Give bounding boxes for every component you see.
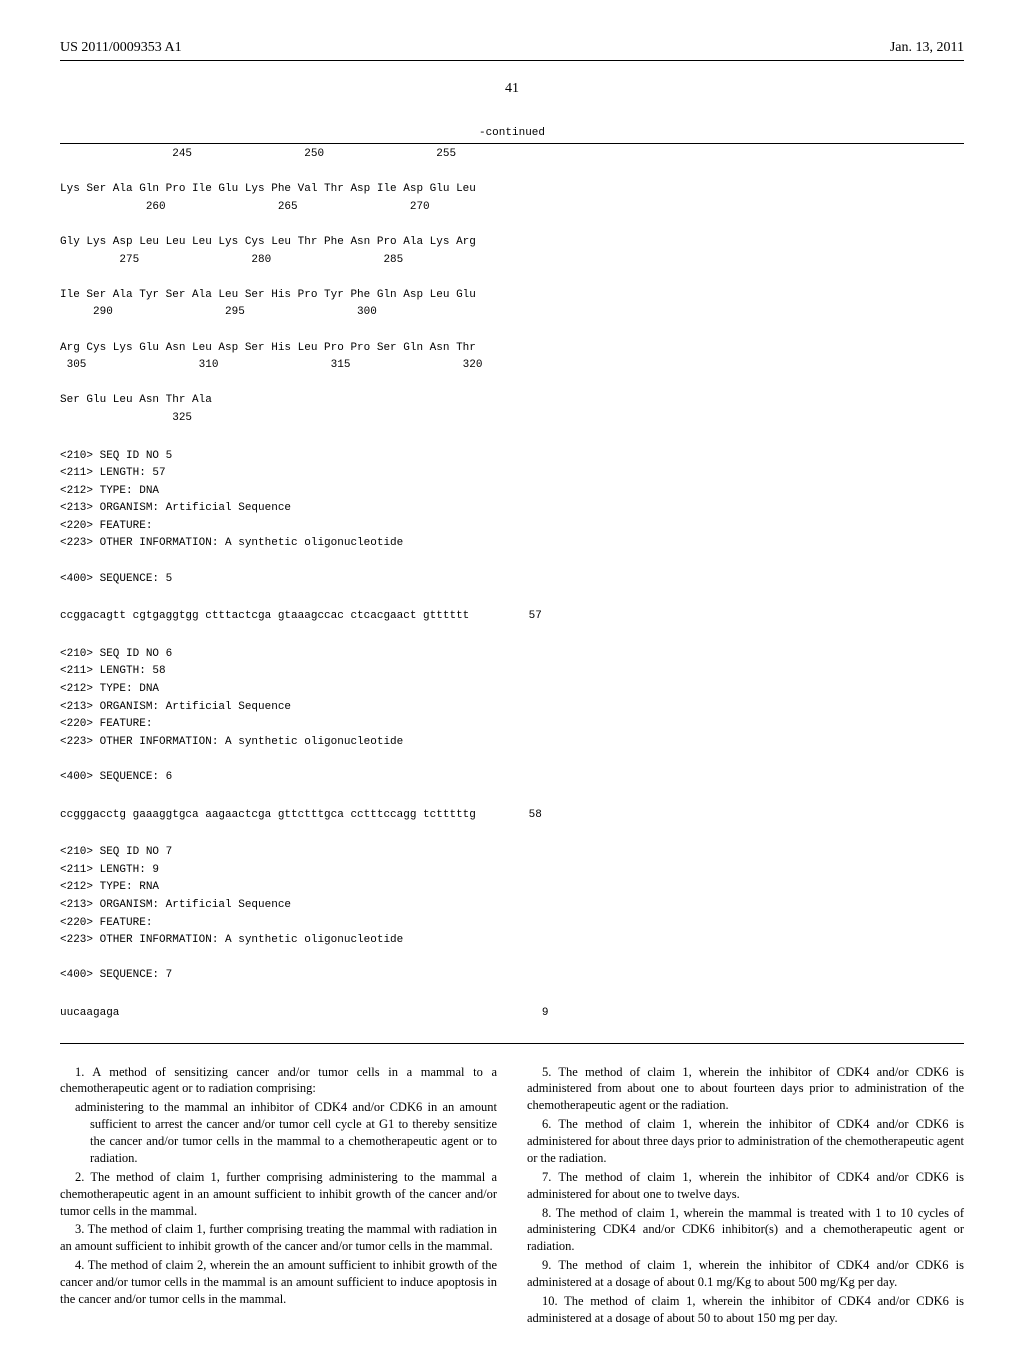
seq-id-6-data: ccgggacctg gaaaggtgca aagaactcga gttcttt…	[60, 807, 964, 825]
publication-number: US 2011/0009353 A1	[60, 40, 182, 56]
sequence-continuation: 245 250 255 Lys Ser Ala Gln Pro Ile Glu …	[60, 146, 964, 428]
seq-id-5-meta: <210> SEQ ID NO 5 <211> LENGTH: 57 <212>…	[60, 448, 964, 589]
publication-date: Jan. 13, 2011	[890, 40, 964, 56]
claim-10: 10. The method of claim 1, wherein the i…	[527, 1293, 964, 1327]
page-header: US 2011/0009353 A1 Jan. 13, 2011	[60, 40, 964, 56]
seq-top-rule	[60, 143, 964, 144]
seq-id-5-data: ccggacagtt cgtgaggtgg ctttactcga gtaaagc…	[60, 608, 964, 626]
seq-id-6-meta: <210> SEQ ID NO 6 <211> LENGTH: 58 <212>…	[60, 646, 964, 787]
seq-id-7-data: uucaagaga 9	[60, 1005, 964, 1023]
claim-1-intro: 1. A method of sensitizing cancer and/or…	[60, 1064, 497, 1098]
claim-7: 7. The method of claim 1, wherein the in…	[527, 1169, 964, 1203]
claim-8: 8. The method of claim 1, wherein the ma…	[527, 1205, 964, 1256]
claim-6: 6. The method of claim 1, wherein the in…	[527, 1116, 964, 1167]
claim-5: 5. The method of claim 1, wherein the in…	[527, 1064, 964, 1115]
claims-section: 1. A method of sensitizing cancer and/or…	[60, 1064, 964, 1327]
claim-4: 4. The method of claim 2, wherein the an…	[60, 1257, 497, 1308]
page-number: 41	[60, 81, 964, 97]
seq-bottom-rule	[60, 1043, 964, 1044]
claim-1-step: administering to the mammal an inhibitor…	[90, 1099, 497, 1167]
continued-label: -continued	[60, 127, 964, 139]
claim-9: 9. The method of claim 1, wherein the in…	[527, 1257, 964, 1291]
header-divider	[60, 60, 964, 61]
claim-3: 3. The method of claim 1, further compri…	[60, 1221, 497, 1255]
claim-2: 2. The method of claim 1, further compri…	[60, 1169, 497, 1220]
seq-id-7-meta: <210> SEQ ID NO 7 <211> LENGTH: 9 <212> …	[60, 844, 964, 985]
